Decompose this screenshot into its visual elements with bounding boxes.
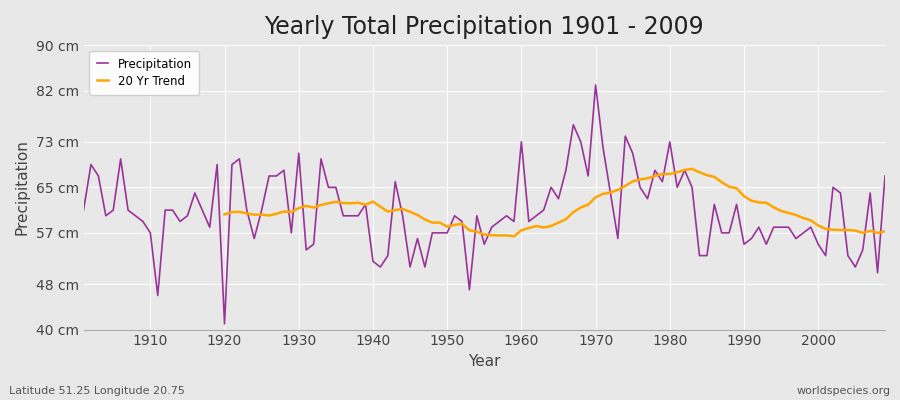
Precipitation [138,219,148,224]
20 Yr Trend [783,210,794,215]
Precipitation [590,82,601,87]
20 Yr Trend [798,216,809,220]
Precipitation [353,213,364,218]
20 Yr Trend [865,228,876,233]
Text: Latitude 51.25 Longitude 20.75: Latitude 51.25 Longitude 20.75 [9,386,184,396]
20 Yr Trend [694,170,705,175]
X-axis label: Year: Year [468,354,500,369]
Title: Yearly Total Precipitation 1901 - 2009: Yearly Total Precipitation 1901 - 2009 [265,15,704,39]
20 Yr Trend [508,234,519,239]
Precipitation [78,208,89,212]
Line: 20 Yr Trend: 20 Yr Trend [224,169,885,236]
Precipitation [620,134,631,138]
20 Yr Trend [219,212,230,217]
20 Yr Trend [879,229,890,234]
Text: worldspecies.org: worldspecies.org [796,386,891,396]
Precipitation [524,219,535,224]
20 Yr Trend [308,205,319,210]
Y-axis label: Precipitation: Precipitation [15,140,30,235]
Line: Precipitation: Precipitation [84,85,885,324]
Precipitation [219,322,230,326]
20 Yr Trend [419,217,430,222]
Precipitation [516,140,526,144]
Precipitation [879,174,890,178]
Legend: Precipitation, 20 Yr Trend: Precipitation, 20 Yr Trend [89,51,199,95]
Precipitation [308,242,319,247]
20 Yr Trend [687,166,698,171]
